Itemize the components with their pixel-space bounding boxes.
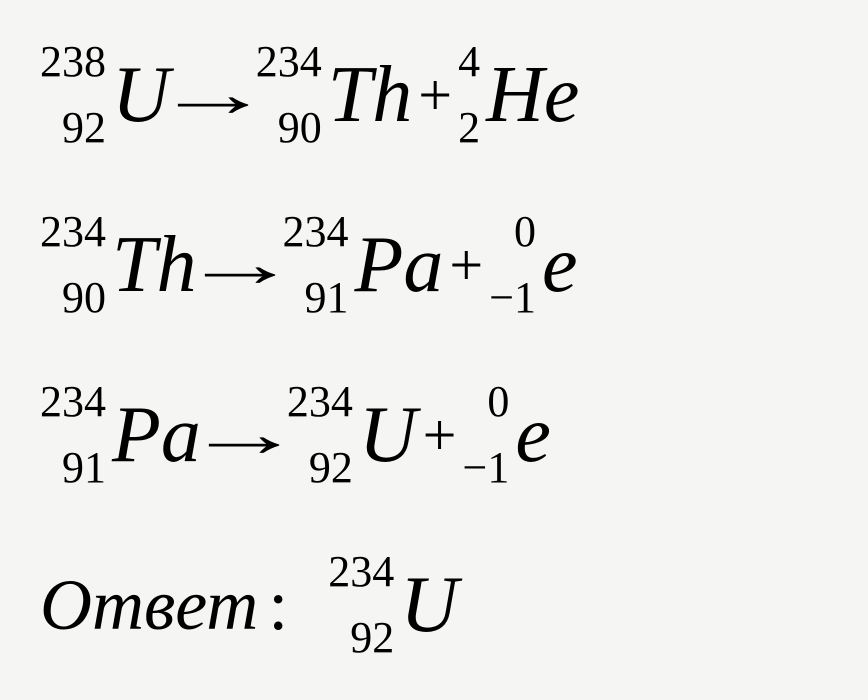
nuclide-pa234: 234 91 Pa	[40, 380, 201, 490]
arrow-icon: →	[184, 397, 303, 473]
element-symbol: e	[542, 225, 578, 305]
mass-number: 234	[328, 550, 394, 594]
nuclide-pa234: 234 91 Pa	[283, 210, 444, 320]
nuclide-u234: 234 92 U	[287, 380, 417, 490]
nuclide-th234: 234 90 Th	[256, 40, 413, 150]
mass-number: 234	[287, 380, 353, 424]
equation-2: 234 90 Th → 234 91 Pa + 0 −1 e	[40, 200, 828, 330]
scripts: 234 91	[283, 210, 349, 320]
atomic-number: 2	[458, 106, 480, 150]
nuclide-th234: 234 90 Th	[40, 210, 197, 320]
element-symbol: U	[400, 565, 458, 645]
atomic-number: 90	[278, 106, 322, 150]
scripts: 238 92	[40, 40, 106, 150]
atomic-number: −1	[489, 276, 536, 320]
equation-1: 238 92 U → 234 90 Th + 4 2 He	[40, 30, 828, 160]
mass-number: 0	[487, 380, 509, 424]
element-symbol: Th	[328, 55, 413, 135]
arrow-icon: →	[153, 57, 272, 133]
mass-number: 234	[283, 210, 349, 254]
atomic-number: 92	[62, 106, 106, 150]
answer-row: Ответ : 234 92 U	[40, 540, 828, 670]
plus-sign: +	[449, 231, 483, 300]
atomic-number: 92	[309, 446, 353, 490]
answer-nuclide: 234 92 U	[328, 550, 458, 660]
scripts: 234 90	[256, 40, 322, 150]
answer-label: Ответ	[40, 564, 258, 647]
mass-number: 234	[256, 40, 322, 84]
scripts: 0 −1	[463, 380, 510, 490]
nuclide-electron: 0 −1 e	[463, 380, 551, 490]
scripts: 234 91	[40, 380, 106, 490]
atomic-number: −1	[463, 446, 510, 490]
scripts: 4 2	[458, 40, 480, 150]
scripts: 0 −1	[489, 210, 536, 320]
mass-number: 4	[458, 40, 480, 84]
element-symbol: e	[515, 395, 551, 475]
atomic-number: 90	[62, 276, 106, 320]
colon: :	[268, 564, 288, 647]
atomic-number: 91	[305, 276, 349, 320]
scripts: 234 92	[287, 380, 353, 490]
nuclide-he4: 4 2 He	[458, 40, 579, 150]
scripts: 234 90	[40, 210, 106, 320]
mass-number: 234	[40, 380, 106, 424]
nuclide-electron: 0 −1 e	[489, 210, 577, 320]
element-symbol: U	[359, 395, 417, 475]
element-symbol: He	[486, 55, 579, 135]
atomic-number: 91	[62, 446, 106, 490]
plus-sign: +	[418, 61, 452, 130]
scripts: 234 92	[328, 550, 394, 660]
mass-number: 0	[514, 210, 536, 254]
mass-number: 234	[40, 210, 106, 254]
nuclide-u238: 238 92 U	[40, 40, 170, 150]
element-symbol: Pa	[355, 225, 444, 305]
arrow-icon: →	[180, 227, 299, 303]
mass-number: 238	[40, 40, 106, 84]
equation-3: 234 91 Pa → 234 92 U + 0 −1 e	[40, 370, 828, 500]
atomic-number: 92	[350, 616, 394, 660]
plus-sign: +	[423, 401, 457, 470]
